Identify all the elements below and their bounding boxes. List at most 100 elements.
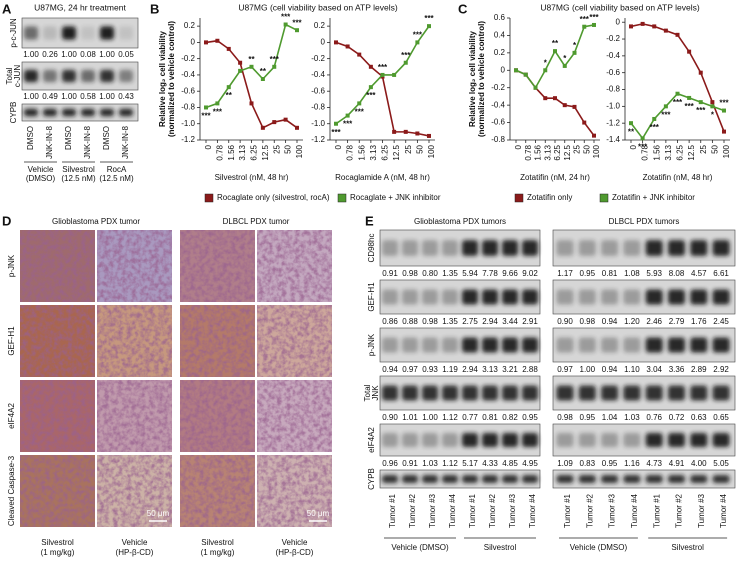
band-quant: 0.95	[580, 413, 596, 422]
blot-band	[442, 432, 458, 448]
point	[698, 70, 703, 75]
legend-swatch	[204, 193, 214, 203]
blot-band	[712, 240, 730, 256]
point	[215, 38, 220, 43]
x-tick-label: 100	[592, 144, 601, 158]
x-axis-label: Zotatifin (nM, 24 hr)	[520, 173, 590, 182]
point	[283, 117, 288, 122]
blot-band	[712, 289, 730, 305]
band-quant: 1.20	[624, 317, 640, 326]
y-tick-label: 0.6	[494, 13, 506, 22]
y-tick-label: -0.8	[181, 103, 195, 112]
ihc-texture	[97, 230, 172, 302]
band-quant: 2.89	[691, 365, 707, 374]
band-quant: 1.03	[624, 413, 640, 422]
lane-label: Tumor #2	[675, 493, 684, 527]
band-quant: 5.05	[713, 459, 729, 468]
band-quant: 0.82	[502, 413, 518, 422]
point	[722, 108, 726, 113]
band-quant: 0.43	[118, 92, 134, 101]
point	[283, 22, 288, 27]
blot-band	[43, 69, 57, 83]
blot-band	[462, 475, 478, 483]
band-quant: 1.00	[580, 365, 596, 374]
y-tick-label: -1.0	[181, 119, 195, 128]
band-quant: 1.17	[557, 269, 573, 278]
band-quant: 4.95	[522, 459, 538, 468]
blot-band	[522, 240, 538, 256]
band-quant: 1.10	[624, 365, 640, 374]
band-quant: 4.91	[669, 459, 685, 468]
point	[226, 85, 231, 90]
point	[380, 72, 385, 77]
band-quant: 1.09	[557, 459, 573, 468]
point	[572, 104, 577, 109]
band-quant: 4.00	[691, 459, 707, 468]
treatment-label: Vehicle (DMSO)	[391, 543, 449, 552]
x-tick-label: 12.5	[392, 144, 401, 160]
point	[663, 104, 668, 109]
blot-band	[402, 337, 418, 353]
x-tick-label: 25	[272, 144, 281, 153]
y-tick-label: -0.8	[491, 135, 505, 144]
blot-band	[601, 337, 619, 353]
significance: ***	[201, 112, 211, 121]
blot-band	[482, 289, 498, 305]
point	[629, 24, 633, 29]
point	[226, 46, 231, 51]
y-tick-label: 0	[616, 17, 621, 26]
blot-band	[645, 475, 663, 483]
ihc-texture	[20, 230, 95, 302]
row-label: p-JNK	[367, 333, 376, 356]
significance: ***	[270, 55, 280, 64]
blot-band	[556, 432, 574, 448]
blot-strip	[552, 469, 736, 489]
panel-letter: B	[150, 1, 159, 16]
ihc-texture	[257, 380, 332, 452]
ihc-texture	[257, 305, 332, 377]
x-tick-label: 0.78	[346, 144, 355, 160]
point	[710, 104, 715, 109]
band-quant: 1.04	[602, 413, 618, 422]
x-tick-label: 0	[204, 144, 213, 149]
band-quant: 1.01	[402, 413, 418, 422]
significance: ***	[424, 14, 434, 23]
y-tick-label: -0.2	[606, 34, 620, 43]
band-quant: 0.94	[382, 365, 398, 374]
blot-band	[645, 240, 663, 256]
point	[523, 72, 528, 77]
significance: *	[711, 110, 715, 119]
blot-band	[100, 69, 114, 83]
blot-band	[502, 475, 518, 483]
point	[260, 125, 265, 130]
point	[204, 40, 208, 45]
blot-band	[668, 475, 685, 483]
x-tick-label: 100	[295, 144, 304, 158]
blot-band	[690, 385, 708, 401]
row-label: GEF-H1	[367, 282, 376, 312]
blot-band	[482, 337, 498, 353]
x-tick-label: 6.25	[553, 144, 562, 160]
band-quant: 5.94	[462, 269, 478, 278]
column-label: (1 mg/kg)	[201, 548, 235, 557]
blot-band	[556, 385, 574, 401]
panel-letter: D	[2, 213, 11, 228]
significance: *	[563, 54, 567, 63]
band-quant: 2.94	[462, 365, 478, 374]
y-tick-label: -0.2	[181, 54, 195, 63]
blot-band	[402, 240, 418, 256]
significance: ***	[661, 110, 671, 119]
lane-label: JNK-IN-8	[45, 125, 54, 158]
significance: ***	[281, 13, 291, 22]
ihc-texture	[20, 305, 95, 377]
blot-band	[556, 240, 574, 256]
point	[675, 91, 680, 96]
ihc-texture	[20, 455, 95, 527]
band-quant: 4.73	[646, 459, 662, 468]
legend-label: Rocaglate only (silvestrol, rocA)	[217, 193, 330, 202]
significance: ***	[401, 51, 411, 60]
point	[204, 105, 208, 110]
blot-band	[645, 385, 663, 401]
panel-letter: A	[2, 1, 12, 16]
blot-band	[462, 385, 478, 401]
